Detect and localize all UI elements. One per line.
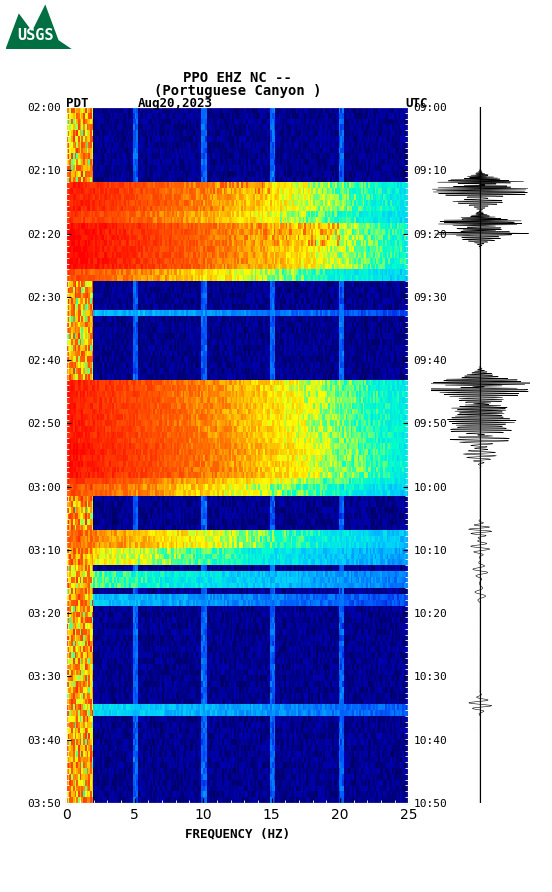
Text: PPO EHZ NC --: PPO EHZ NC -- (183, 70, 292, 85)
Text: PDT: PDT (66, 96, 89, 110)
Text: USGS: USGS (17, 29, 54, 43)
Polygon shape (6, 4, 72, 49)
Text: UTC: UTC (406, 96, 428, 110)
X-axis label: FREQUENCY (HZ): FREQUENCY (HZ) (185, 827, 290, 840)
Text: Aug20,2023: Aug20,2023 (138, 96, 213, 110)
Text: (Portuguese Canyon ): (Portuguese Canyon ) (153, 84, 321, 98)
